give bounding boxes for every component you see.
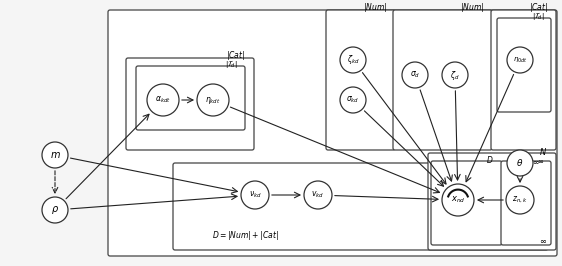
Text: $\zeta_{kd}$: $\zeta_{kd}$ xyxy=(347,53,359,66)
Text: $\infty$: $\infty$ xyxy=(532,158,540,167)
Text: $\sigma_{kd}$: $\sigma_{kd}$ xyxy=(346,95,360,105)
FancyBboxPatch shape xyxy=(491,10,556,150)
Text: $D = |Num| + |Cat|$: $D = |Num| + |Cat|$ xyxy=(211,228,278,242)
Text: $\rho$: $\rho$ xyxy=(51,204,59,216)
Circle shape xyxy=(340,87,366,113)
Circle shape xyxy=(506,186,534,214)
Text: $|\mathcal{T}_d|$: $|\mathcal{T}_d|$ xyxy=(225,58,238,70)
FancyBboxPatch shape xyxy=(428,153,556,250)
Circle shape xyxy=(507,47,533,73)
Circle shape xyxy=(197,84,229,116)
Text: $\alpha_{kdt}$: $\alpha_{kdt}$ xyxy=(155,95,171,105)
Text: $\theta$: $\theta$ xyxy=(516,157,524,168)
Circle shape xyxy=(402,62,428,88)
FancyBboxPatch shape xyxy=(326,10,395,150)
Text: $\zeta_d$: $\zeta_d$ xyxy=(450,69,460,81)
Text: $\eta_{kdt}$: $\eta_{kdt}$ xyxy=(205,94,221,106)
Text: $\eta_{0dt}$: $\eta_{0dt}$ xyxy=(513,55,527,65)
Text: $\sigma_d$: $\sigma_d$ xyxy=(410,70,420,80)
Circle shape xyxy=(147,84,179,116)
Text: $|Num|$: $|Num|$ xyxy=(363,1,387,14)
Text: $D$: $D$ xyxy=(487,154,494,165)
Text: $|Cat|$: $|Cat|$ xyxy=(226,49,245,62)
Circle shape xyxy=(442,184,474,216)
FancyBboxPatch shape xyxy=(497,18,551,112)
FancyBboxPatch shape xyxy=(173,163,548,250)
FancyBboxPatch shape xyxy=(393,10,492,150)
Circle shape xyxy=(304,181,332,209)
Circle shape xyxy=(442,62,468,88)
Text: $|Num|$: $|Num|$ xyxy=(460,1,484,14)
Circle shape xyxy=(507,150,533,176)
FancyBboxPatch shape xyxy=(501,161,551,245)
Text: $m$: $m$ xyxy=(49,150,60,160)
Text: $v_{kd}$: $v_{kd}$ xyxy=(311,190,324,200)
Circle shape xyxy=(42,142,68,168)
Circle shape xyxy=(241,181,269,209)
Text: $z_{n,k}$: $z_{n,k}$ xyxy=(513,195,528,205)
FancyBboxPatch shape xyxy=(108,10,557,256)
Circle shape xyxy=(42,197,68,223)
Text: $\infty$: $\infty$ xyxy=(537,159,544,165)
Text: $x_{nd}$: $x_{nd}$ xyxy=(451,195,465,205)
FancyBboxPatch shape xyxy=(431,161,502,245)
Text: $|\mathcal{T}_d|$: $|\mathcal{T}_d|$ xyxy=(532,10,545,22)
Text: $\infty$: $\infty$ xyxy=(539,237,547,246)
Text: $|Cat|$: $|Cat|$ xyxy=(529,1,548,14)
Text: $N$: $N$ xyxy=(539,146,547,157)
Circle shape xyxy=(340,47,366,73)
Text: $\nu_{kd}$: $\nu_{kd}$ xyxy=(248,190,261,200)
FancyBboxPatch shape xyxy=(126,58,254,150)
FancyBboxPatch shape xyxy=(136,66,245,130)
